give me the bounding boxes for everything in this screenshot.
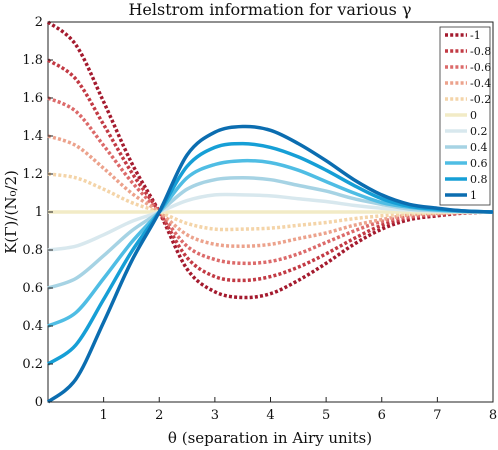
y-tick-label: 1.6 <box>22 91 43 106</box>
legend-label: 0.6 <box>470 157 488 170</box>
chart-title: Helstrom information for various γ <box>128 0 411 19</box>
series-layer <box>46 20 494 404</box>
series-line-gamma--0p2 <box>47 172 494 232</box>
plot-area: 1 2 3 4 5 6 7 8 0 0.2 0.4 0.6 0.8 1 1.2 1.4 1.6 1.8 2 <box>22 15 497 423</box>
y-tick-label: 0 <box>35 395 43 410</box>
x-tick-label: 5 <box>322 408 330 423</box>
legend-label: 0 <box>470 109 477 122</box>
y-tick-label: 2 <box>35 15 43 30</box>
ticks-layer: 1 2 3 4 5 6 7 8 0 0.2 0.4 0.6 0.8 1 1.2 1.4 1.6 1.8 2 <box>22 15 497 423</box>
legend-label: 0.4 <box>470 141 488 154</box>
y-tick-label: 0.6 <box>22 281 43 296</box>
legend: -1 -0.8 -0.6 -0.4 -0.2 0 0.2 0.4 0.6 0.8 1 <box>439 26 491 206</box>
legend-label: 0.8 <box>470 173 488 186</box>
x-tick-label: 8 <box>489 408 497 423</box>
y-tick-label: 1.2 <box>22 167 43 182</box>
x-tick-label: 7 <box>433 408 441 423</box>
y-tick-label: 0.2 <box>22 357 43 372</box>
legend-label: 0.2 <box>470 125 488 138</box>
y-tick-label: 0.8 <box>22 243 43 258</box>
legend-label: -0.6 <box>470 61 491 74</box>
legend-items: -1 -0.8 -0.6 -0.4 -0.2 0 0.2 0.4 0.6 0.8 1 <box>445 29 491 202</box>
legend-label: 1 <box>470 189 477 202</box>
series-line-gamma--1 <box>46 20 494 300</box>
legend-label: -0.8 <box>470 45 491 58</box>
legend-label: -1 <box>470 29 481 42</box>
legend-label: -0.2 <box>470 93 491 106</box>
series-line-gamma-1 <box>46 124 494 404</box>
x-tick-label: 1 <box>99 408 107 423</box>
x-tick-label: 2 <box>155 408 163 423</box>
y-tick-label: 1.4 <box>22 129 43 144</box>
y-tick-label: 1.8 <box>22 53 43 68</box>
y-axis-label: K(Γ)/(N₀/2) <box>2 170 20 254</box>
x-axis-label: θ (separation in Airy units) <box>168 429 372 447</box>
x-tick-label: 4 <box>266 408 274 423</box>
series-line-gamma-0p2 <box>47 192 494 252</box>
y-tick-label: 1 <box>35 205 43 220</box>
x-tick-label: 6 <box>378 408 386 423</box>
x-tick-label: 3 <box>211 408 219 423</box>
legend-label: -0.4 <box>470 77 491 90</box>
y-tick-label: 0.4 <box>22 319 43 334</box>
